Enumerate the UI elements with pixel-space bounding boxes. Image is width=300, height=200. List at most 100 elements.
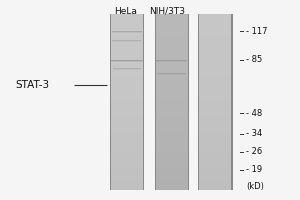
Bar xyxy=(110,49,144,52)
Bar xyxy=(154,43,189,46)
Bar xyxy=(154,184,189,187)
Bar xyxy=(198,81,232,84)
Bar xyxy=(154,40,189,43)
Bar xyxy=(198,93,232,96)
Bar xyxy=(198,26,232,29)
Bar xyxy=(110,123,144,125)
Bar xyxy=(110,108,144,111)
Bar xyxy=(198,49,232,52)
Bar xyxy=(154,172,189,175)
Bar xyxy=(198,46,232,49)
Bar xyxy=(198,125,232,128)
Bar xyxy=(143,14,144,190)
Bar xyxy=(110,87,144,90)
Bar xyxy=(198,117,232,120)
Bar xyxy=(154,14,189,190)
Bar xyxy=(154,70,189,73)
Bar xyxy=(154,64,189,67)
Bar xyxy=(110,96,144,99)
Bar xyxy=(154,73,189,76)
Bar xyxy=(198,149,232,152)
Bar xyxy=(110,61,144,64)
Bar xyxy=(110,67,144,70)
Bar xyxy=(198,35,232,37)
Bar xyxy=(110,64,144,67)
Bar xyxy=(198,37,232,40)
Bar xyxy=(154,140,189,143)
Bar xyxy=(198,67,232,70)
Bar xyxy=(198,155,232,158)
Bar xyxy=(198,99,232,102)
Bar xyxy=(198,161,232,164)
Bar xyxy=(154,164,189,167)
Bar xyxy=(198,143,232,146)
Bar xyxy=(110,172,144,175)
Bar xyxy=(110,76,144,79)
Bar xyxy=(198,73,232,76)
Text: - 19: - 19 xyxy=(246,166,262,174)
Bar xyxy=(198,14,232,17)
Bar xyxy=(198,123,232,125)
Bar xyxy=(198,32,232,35)
Bar xyxy=(154,123,189,125)
Bar xyxy=(154,137,189,140)
Bar xyxy=(110,117,144,120)
Text: - 85: - 85 xyxy=(246,55,262,64)
Bar xyxy=(110,158,144,161)
Bar xyxy=(198,76,232,79)
Bar xyxy=(154,96,189,99)
Bar xyxy=(198,140,232,143)
Bar xyxy=(198,29,232,32)
Bar xyxy=(112,32,142,33)
Bar xyxy=(154,117,189,120)
Bar xyxy=(198,164,232,167)
Bar xyxy=(198,137,232,140)
Bar xyxy=(198,114,232,117)
Bar xyxy=(154,46,189,49)
Bar xyxy=(110,93,144,96)
Bar xyxy=(198,175,232,178)
Bar xyxy=(110,137,144,140)
Bar xyxy=(154,134,189,137)
Text: STAT-3: STAT-3 xyxy=(15,80,49,90)
Bar xyxy=(154,61,189,64)
Bar xyxy=(198,169,232,172)
Bar xyxy=(154,158,189,161)
Bar xyxy=(110,178,144,181)
Bar xyxy=(110,20,144,23)
Bar xyxy=(198,90,232,93)
Bar xyxy=(154,93,189,96)
Text: - 34: - 34 xyxy=(246,130,262,138)
Bar xyxy=(157,70,186,71)
Bar xyxy=(110,134,144,137)
Bar xyxy=(157,73,186,74)
Bar xyxy=(110,32,144,35)
Bar xyxy=(154,167,189,169)
Bar xyxy=(198,40,232,43)
Bar xyxy=(198,158,232,161)
Bar xyxy=(110,146,144,149)
Bar xyxy=(110,102,144,105)
Bar xyxy=(198,111,232,114)
Bar xyxy=(231,14,232,190)
Bar xyxy=(154,76,189,79)
Bar xyxy=(154,114,189,117)
Bar xyxy=(154,120,189,123)
Bar xyxy=(154,108,189,111)
Bar xyxy=(110,81,144,84)
Bar xyxy=(154,99,189,102)
Bar xyxy=(154,181,189,184)
Bar xyxy=(110,125,144,128)
Bar xyxy=(198,172,232,175)
Bar xyxy=(154,32,189,35)
Bar xyxy=(110,111,144,114)
Bar xyxy=(110,55,144,58)
Bar xyxy=(110,167,144,169)
Bar xyxy=(110,161,144,164)
Bar xyxy=(110,26,144,29)
Bar xyxy=(110,128,144,131)
Bar xyxy=(154,26,189,29)
Bar xyxy=(110,73,144,76)
Bar xyxy=(198,55,232,58)
Bar xyxy=(110,14,111,190)
